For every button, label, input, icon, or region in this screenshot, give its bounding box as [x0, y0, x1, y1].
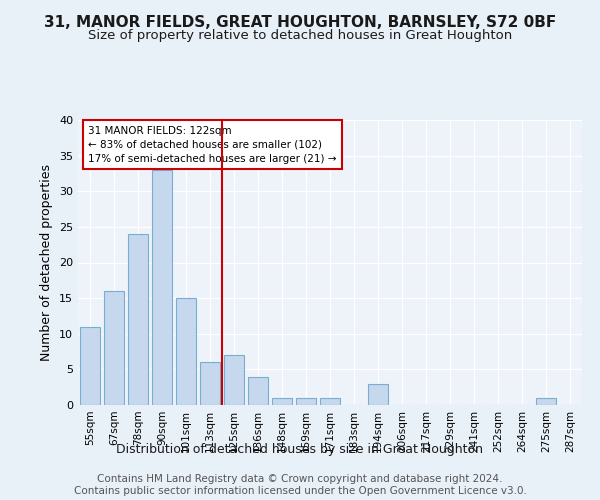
Text: 31 MANOR FIELDS: 122sqm
← 83% of detached houses are smaller (102)
17% of semi-d: 31 MANOR FIELDS: 122sqm ← 83% of detache…	[88, 126, 337, 164]
Bar	[368, 384, 388, 405]
Bar	[272, 398, 292, 405]
Bar	[536, 398, 556, 405]
Bar	[320, 398, 340, 405]
Bar	[296, 398, 316, 405]
Bar	[104, 291, 124, 405]
Text: Size of property relative to detached houses in Great Houghton: Size of property relative to detached ho…	[88, 28, 512, 42]
Bar	[128, 234, 148, 405]
Text: Distribution of detached houses by size in Great Houghton: Distribution of detached houses by size …	[116, 442, 484, 456]
Bar	[80, 326, 100, 405]
Bar	[152, 170, 172, 405]
Text: 31, MANOR FIELDS, GREAT HOUGHTON, BARNSLEY, S72 0BF: 31, MANOR FIELDS, GREAT HOUGHTON, BARNSL…	[44, 15, 556, 30]
Text: Contains HM Land Registry data © Crown copyright and database right 2024.: Contains HM Land Registry data © Crown c…	[97, 474, 503, 484]
Text: Contains public sector information licensed under the Open Government Licence v3: Contains public sector information licen…	[74, 486, 526, 496]
Bar	[248, 376, 268, 405]
Y-axis label: Number of detached properties: Number of detached properties	[40, 164, 53, 361]
Bar	[224, 355, 244, 405]
Bar	[200, 362, 220, 405]
Bar	[176, 298, 196, 405]
